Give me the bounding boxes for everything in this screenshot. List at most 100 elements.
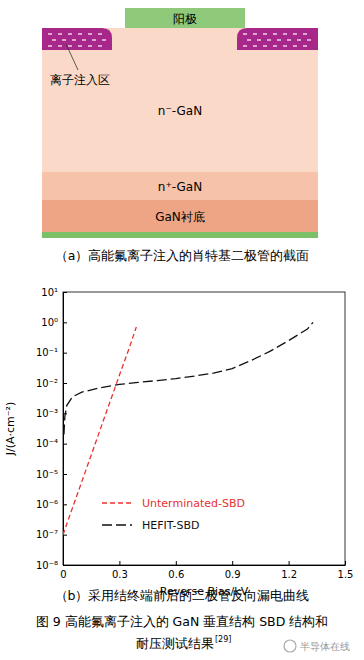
- implant-dot: [303, 33, 307, 34]
- y-tick: 10⁻²: [36, 378, 67, 389]
- legend: Unterminated-SBD HEFIT-SBD: [102, 497, 245, 532]
- implant-dot: [297, 39, 301, 40]
- implant-dot: [273, 45, 277, 46]
- x-tick: 0.6: [168, 561, 184, 580]
- implant-region: [42, 28, 112, 50]
- y-tick-label: 10⁻¹: [36, 347, 58, 358]
- watermark: 半导体在线: [300, 641, 350, 652]
- y-tick: 10⁰: [41, 317, 67, 328]
- implant-dot: [263, 33, 267, 34]
- y-tick-label: 10⁻⁸: [36, 560, 58, 571]
- implant-dot: [247, 39, 251, 40]
- watermark-logo: [284, 640, 296, 652]
- implant-dot: [58, 33, 62, 34]
- figure-caption: 图 9 高能氟离子注入的 GaN 垂直结构 SBD 结构和: [36, 614, 329, 629]
- figure: 阳极离子注入区 n⁻-GaN n⁺-GaN GaN衬底 （a）高能氟离子注入的肖特基二极…: [0, 0, 364, 660]
- series-line: [63, 327, 136, 535]
- y-tick: 10⁻¹: [36, 347, 67, 358]
- implant-dot: [68, 33, 72, 34]
- implant-dot: [277, 39, 281, 40]
- implant-dot: [273, 33, 277, 34]
- implant-dot: [98, 45, 102, 46]
- implant-dot: [72, 39, 76, 40]
- y-tick-mark: [63, 322, 67, 323]
- implant-dot: [48, 45, 52, 46]
- implant-dot: [92, 39, 96, 40]
- y-tick-label: 10⁻³: [36, 408, 58, 419]
- y-tick: 10⁻⁴: [36, 438, 67, 449]
- x-tick: 0: [60, 561, 66, 580]
- anode-label: 阳极: [173, 12, 197, 26]
- caption-a: （a）高能氟离子注入的肖特基二极管的截面: [55, 248, 310, 263]
- x-tick: 1.5: [338, 561, 354, 580]
- layer-label: GaN衬底: [155, 210, 205, 224]
- y-tick-label: 10⁰: [41, 317, 58, 328]
- implant-dot: [102, 39, 106, 40]
- implant-dot: [62, 39, 66, 40]
- implant-dot: [257, 39, 261, 40]
- y-tick-label: 10⁻⁶: [36, 499, 58, 510]
- implant-dot: [78, 45, 82, 46]
- x-tick-mark: [232, 561, 233, 565]
- x-tick-label: 1.5: [338, 569, 354, 580]
- caption-b: （b）采用结终端前后的二极管反向漏电曲线: [55, 588, 310, 603]
- implant-pointer: [66, 44, 78, 70]
- implant-dot: [283, 33, 287, 34]
- y-tick: 10⁻⁶: [36, 499, 67, 510]
- y-tick: 10⁻⁷: [36, 529, 67, 540]
- implant-dot: [48, 33, 52, 34]
- implant-dot: [263, 45, 267, 46]
- y-tick-label: 10¹: [41, 287, 58, 298]
- x-tick-label: 0.3: [112, 569, 128, 580]
- x-axis-line: [64, 565, 346, 566]
- implant-dot: [267, 39, 271, 40]
- layer-label: n⁺-GaN: [158, 180, 202, 194]
- implant-dot: [82, 39, 86, 40]
- lines: [63, 322, 313, 534]
- series-line: [64, 322, 313, 434]
- implant-region: [237, 28, 318, 50]
- y-tick-mark: [63, 444, 67, 445]
- substrate-layer: [42, 200, 318, 232]
- y-tick-mark: [63, 292, 67, 293]
- layer-label: n⁻-GaN: [158, 104, 202, 118]
- y-tick-mark: [63, 353, 67, 354]
- implant-dot: [52, 39, 56, 40]
- y-tick: 10⁻⁵: [36, 469, 67, 480]
- cathode: [42, 232, 318, 238]
- implant-dot: [287, 39, 291, 40]
- x-axis: 0 0.3 0.6 0.9 1.2 1.5: [60, 561, 353, 580]
- implant-dot: [283, 45, 287, 46]
- n-minus-layer: [42, 28, 318, 172]
- x-tick-label: 1.2: [281, 569, 297, 580]
- legend-swatch: [102, 502, 132, 503]
- legend-swatch: [102, 524, 132, 525]
- chart: 10⁻⁸10⁻⁷10⁻⁶10⁻⁵10⁻⁴10⁻³10⁻²10⁻¹10⁰10¹00…: [4, 287, 353, 603]
- x-tick-mark: [176, 561, 177, 565]
- implant-dot: [253, 45, 257, 46]
- n-plus-layer: [42, 172, 318, 200]
- implant-dot: [293, 33, 297, 34]
- implant-dot: [303, 45, 307, 46]
- plot-frame: [63, 292, 345, 565]
- y-tick-label: 10⁻⁷: [36, 529, 58, 540]
- y-axis: 10⁻⁸ 10⁻⁷ 10⁻⁶ 10⁻⁵ 10⁻⁴ 10⁻³ 10⁻² 10⁻¹ 10⁰ 10¹: [36, 287, 67, 571]
- x-tick: 1.2: [281, 561, 297, 580]
- legend-label: Unterminated-SBD: [142, 497, 245, 510]
- y-tick-label: 10⁻⁵: [36, 469, 58, 480]
- x-tick: 0.9: [225, 561, 241, 580]
- implant-label: 离子注入区: [50, 73, 110, 87]
- anode: [125, 8, 245, 28]
- implant-dot: [243, 45, 247, 46]
- figure-reference: [29]: [215, 635, 231, 644]
- implant-dot: [307, 39, 311, 40]
- legend-label: HEFIT-SBD: [142, 519, 199, 532]
- implant-dot: [253, 33, 257, 34]
- implant-dot: [88, 33, 92, 34]
- y-tick: 10⁻³: [36, 408, 67, 419]
- y-tick: 10¹: [41, 287, 67, 298]
- implant-dot: [78, 33, 82, 34]
- y-tick-label: 10⁻⁴: [36, 438, 58, 449]
- implant-dot: [98, 33, 102, 34]
- implant-dot: [243, 33, 247, 34]
